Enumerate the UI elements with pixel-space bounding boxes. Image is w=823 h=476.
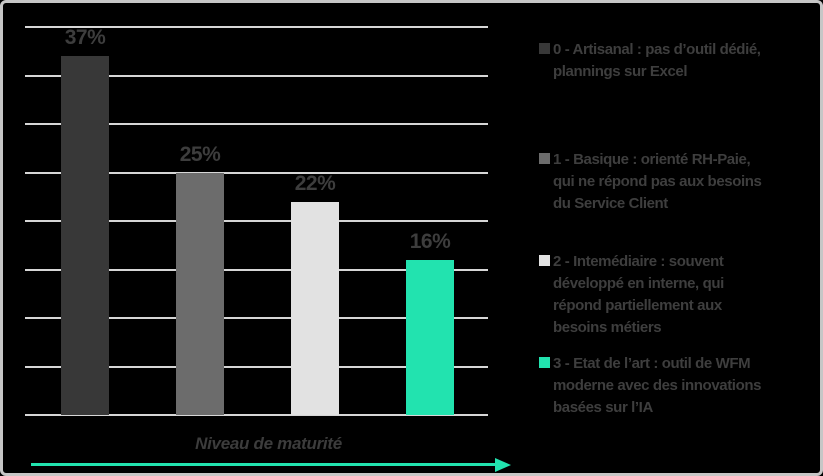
legend-label: 0 - Artisanal : pas d’outil dédié, plann… — [553, 41, 761, 80]
gridline-30 — [25, 123, 488, 125]
bar-value-label: 22% — [294, 171, 336, 195]
bar-2-22% — [291, 201, 339, 415]
bar-value-label: 37% — [64, 26, 106, 50]
bar-3-16% — [406, 259, 454, 415]
legend-item-1: 1 - Basique : orienté RH-Paie, qui ne ré… — [539, 149, 762, 215]
legend-item-0: 0 - Artisanal : pas d’outil dédié, plann… — [539, 39, 761, 83]
gridline-10 — [25, 317, 488, 319]
legend-square-icon — [539, 153, 550, 164]
gridline-35 — [25, 74, 488, 77]
gridline-15 — [25, 268, 488, 271]
legend-label: 3 - Etat de l’art : outil de WFM moderne… — [553, 355, 762, 416]
gridline-25 — [25, 171, 488, 174]
gridline-40 — [25, 26, 488, 28]
legend-square-icon — [539, 43, 550, 54]
legend-square-icon — [539, 255, 550, 266]
legend-item-3: 3 - Etat de l’art : outil de WFM moderne… — [539, 353, 761, 419]
legend-item-2: 2 - Intemédiaire : souvent développé en … — [539, 251, 724, 339]
bar-value-label: 16% — [409, 229, 451, 253]
legend-square-icon — [539, 357, 550, 368]
gridline-5 — [25, 365, 488, 368]
legend-label: 2 - Intemédiaire : souvent développé en … — [553, 253, 724, 336]
legend-label: 1 - Basique : orienté RH-Paie, qui ne ré… — [553, 151, 762, 212]
bar-value-label: 25% — [179, 142, 221, 166]
bar-0-37% — [61, 56, 109, 415]
maturity-arrow-line — [31, 463, 497, 466]
gridline-20 — [25, 220, 488, 222]
bar-1-25% — [176, 172, 224, 415]
x-axis-title: Niveau de maturité — [195, 434, 342, 453]
gridline-0 — [25, 414, 488, 416]
legend: 0 - Artisanal : pas d’outil dédié, plann… — [539, 3, 823, 476]
arrow-head-icon — [495, 458, 511, 472]
